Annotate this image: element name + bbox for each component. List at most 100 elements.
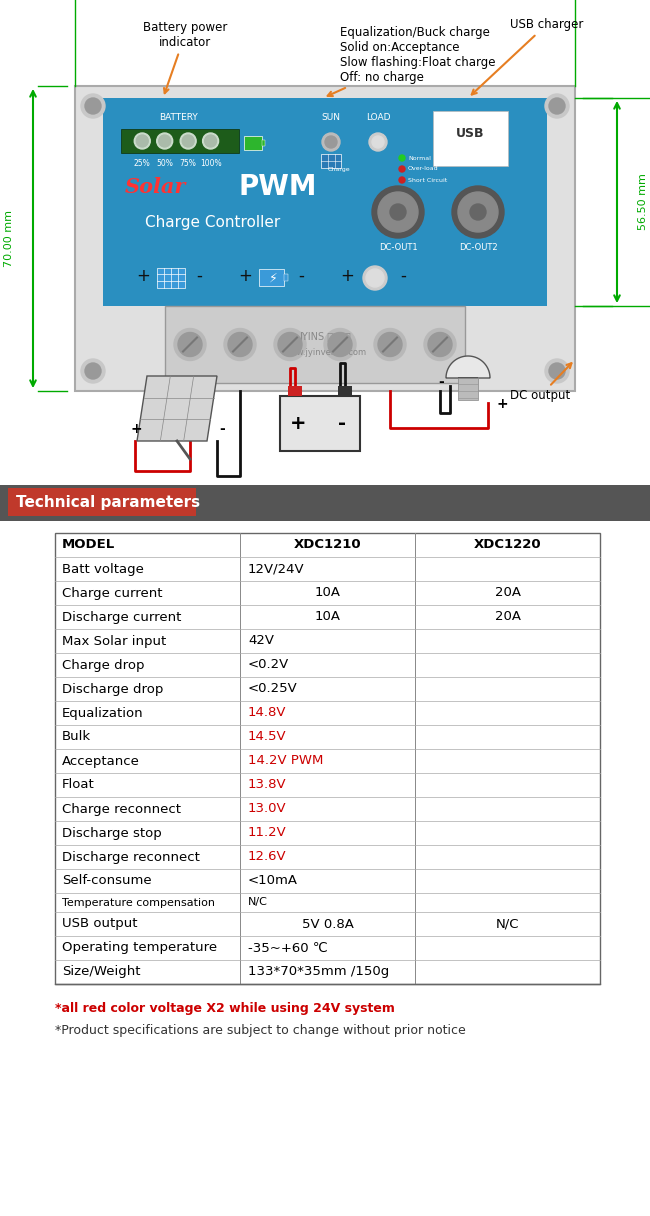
Text: XDC1210: XDC1210 [294, 539, 361, 552]
Text: *Product specifications are subject to change without prior notice: *Product specifications are subject to c… [55, 1024, 466, 1037]
Text: Battery power
indicator: Battery power indicator [143, 21, 228, 94]
Text: -35~+60 ℃: -35~+60 ℃ [248, 941, 328, 955]
Circle shape [85, 364, 101, 379]
Text: -: - [338, 413, 346, 433]
Circle shape [428, 332, 452, 356]
Bar [280, 396, 360, 451]
Text: ⚡: ⚡ [268, 271, 278, 285]
Bar [165, 306, 465, 383]
Text: Bulk: Bulk [62, 731, 91, 743]
Bar [284, 274, 288, 281]
Text: 20A: 20A [495, 610, 521, 624]
Text: -: - [298, 268, 304, 285]
Text: Discharge stop: Discharge stop [62, 827, 162, 839]
Circle shape [180, 133, 196, 150]
Text: Batt voltage: Batt voltage [62, 563, 144, 575]
Bar [75, 86, 575, 392]
Circle shape [135, 133, 150, 150]
Circle shape [378, 332, 402, 356]
Circle shape [390, 204, 406, 220]
Bar [157, 268, 185, 288]
Text: 20A: 20A [495, 586, 521, 599]
Text: Equalization: Equalization [62, 706, 144, 720]
Text: 100%: 100% [200, 159, 222, 168]
Text: -: - [438, 375, 444, 389]
Text: 70.00 mm: 70.00 mm [4, 210, 14, 268]
Text: 14.5V: 14.5V [248, 731, 287, 743]
Circle shape [458, 192, 498, 232]
Text: +: + [238, 268, 252, 285]
Text: Max Solar input: Max Solar input [62, 635, 166, 647]
Text: Discharge reconnect: Discharge reconnect [62, 850, 200, 863]
Circle shape [399, 154, 405, 161]
Text: DC-OUT2: DC-OUT2 [459, 242, 497, 252]
Text: 11.2V: 11.2V [248, 827, 287, 839]
Text: 14.8V: 14.8V [248, 706, 287, 720]
Text: 56.50 mm: 56.50 mm [638, 174, 648, 231]
Circle shape [159, 135, 171, 147]
Bar [103, 98, 547, 306]
Circle shape [178, 332, 202, 356]
Text: USB output: USB output [62, 918, 138, 930]
Text: 10A: 10A [315, 610, 341, 624]
Text: Float: Float [62, 778, 95, 792]
Text: Operating temperature: Operating temperature [62, 941, 217, 955]
Circle shape [372, 136, 384, 148]
Bar [338, 385, 352, 396]
Text: +: + [136, 268, 150, 285]
Text: Charge Controller: Charge Controller [146, 214, 281, 230]
Text: -: - [219, 422, 225, 437]
Text: 10A: 10A [315, 586, 341, 599]
Text: USB: USB [456, 126, 485, 140]
Text: 13.0V: 13.0V [248, 803, 287, 816]
Circle shape [470, 204, 486, 220]
Bar [458, 378, 478, 400]
Text: Charge drop: Charge drop [62, 659, 144, 671]
Text: PWM: PWM [239, 173, 317, 201]
Circle shape [424, 328, 456, 360]
Text: -: - [196, 268, 202, 285]
Text: Discharge current: Discharge current [62, 610, 181, 624]
Text: DC-OUT1: DC-OUT1 [379, 242, 417, 252]
Circle shape [203, 133, 218, 150]
Text: 50%: 50% [156, 159, 173, 168]
Bar [55, 533, 600, 984]
Circle shape [366, 269, 384, 287]
Text: 5V 0.8A: 5V 0.8A [302, 918, 354, 930]
Circle shape [328, 332, 352, 356]
Text: Normal: Normal [408, 156, 431, 161]
Circle shape [378, 192, 418, 232]
Circle shape [224, 328, 256, 360]
Circle shape [452, 186, 504, 238]
Text: USB charger: USB charger [472, 18, 584, 95]
Circle shape [278, 332, 302, 356]
Bar [259, 269, 284, 286]
Text: N/C: N/C [496, 918, 519, 930]
Text: N/C: N/C [248, 897, 268, 907]
Circle shape [85, 98, 101, 114]
Bar [244, 136, 262, 150]
Circle shape [369, 133, 387, 151]
Text: Discharge drop: Discharge drop [62, 682, 163, 696]
Text: Charge current: Charge current [62, 586, 162, 599]
Text: 12V/24V: 12V/24V [248, 563, 305, 575]
Circle shape [322, 133, 340, 151]
Text: BATTERY: BATTERY [159, 113, 198, 123]
Text: Charge: Charge [328, 168, 350, 173]
Text: Self-consume: Self-consume [62, 874, 151, 888]
Circle shape [363, 266, 387, 289]
Circle shape [545, 359, 569, 383]
Text: JYINS 精英电气: JYINS 精英电气 [299, 332, 351, 342]
Circle shape [174, 328, 206, 360]
Text: 13.8V: 13.8V [248, 778, 287, 792]
Text: <10mA: <10mA [248, 874, 298, 888]
Circle shape [81, 359, 105, 383]
Circle shape [228, 332, 252, 356]
Bar [0, 485, 650, 520]
Bar [121, 129, 239, 153]
Circle shape [549, 98, 565, 114]
Text: <0.25V: <0.25V [248, 682, 298, 696]
Polygon shape [137, 376, 217, 441]
Circle shape [136, 135, 148, 147]
Circle shape [81, 94, 105, 118]
